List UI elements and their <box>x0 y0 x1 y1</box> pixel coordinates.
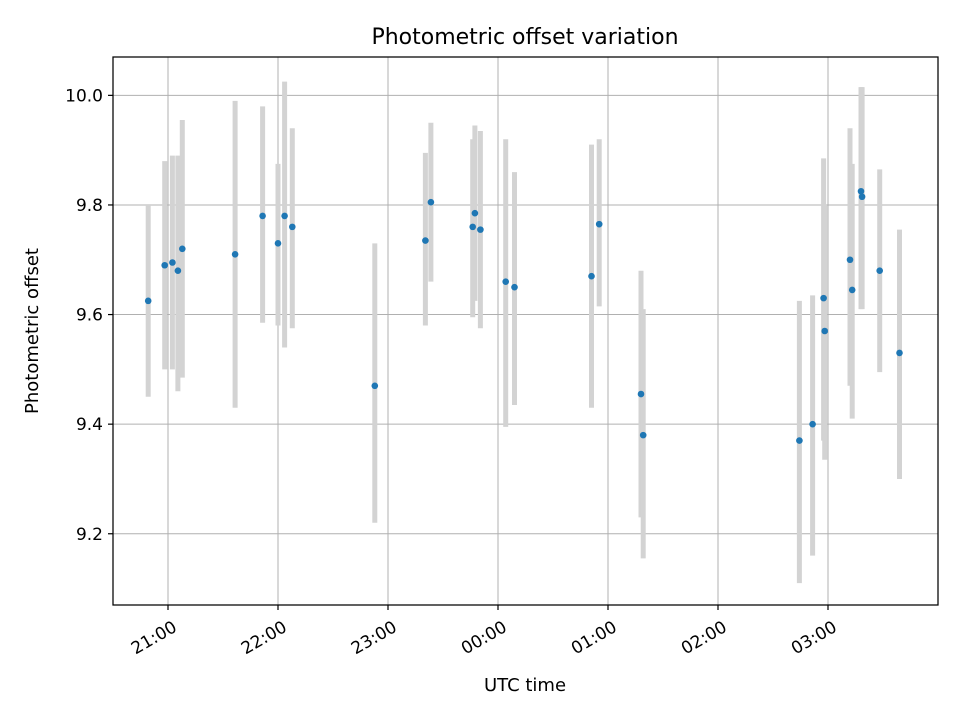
y-tick-label: 9.2 <box>76 525 103 545</box>
data-point <box>471 209 479 217</box>
y-tick-label: 9.4 <box>76 415 103 435</box>
chart-title: Photometric offset variation <box>371 25 678 50</box>
data-point <box>502 278 510 285</box>
data-point <box>427 198 435 206</box>
data-point <box>896 349 903 357</box>
data-point <box>821 327 828 335</box>
data-point <box>289 223 296 231</box>
y-tick-label: 9.8 <box>76 196 103 216</box>
data-point <box>144 297 152 305</box>
data-point <box>231 250 239 258</box>
y-tick-label: 9.6 <box>76 306 103 326</box>
data-point <box>259 212 266 220</box>
data-point <box>595 220 603 228</box>
data-point <box>588 272 595 280</box>
data-point <box>274 240 282 247</box>
data-point <box>639 431 647 439</box>
data-point <box>858 193 866 201</box>
data-point <box>796 437 803 444</box>
data-point <box>809 420 816 428</box>
data-point <box>857 187 865 195</box>
y-axis-ticks: 9.2 9.4 9.6 9.8 10.0 <box>65 86 113 545</box>
y-tick-label: 10.0 <box>65 86 103 106</box>
data-point <box>281 212 288 220</box>
data-point <box>169 259 176 266</box>
data-point <box>876 267 883 275</box>
data-point <box>174 267 182 275</box>
data-point <box>848 286 856 294</box>
plot-frame <box>112 56 939 606</box>
data-point <box>846 256 854 264</box>
data-point <box>422 237 429 244</box>
data-points <box>144 187 903 444</box>
data-point <box>179 245 186 253</box>
data-point <box>371 382 379 390</box>
data-point <box>469 223 477 231</box>
data-point <box>637 390 645 398</box>
data-point <box>820 294 827 302</box>
x-axis-label: UTC time <box>484 675 566 696</box>
data-point <box>511 283 518 291</box>
data-point <box>477 226 484 233</box>
data-point <box>161 261 168 269</box>
y-axis-label: Photometric offset <box>22 248 43 414</box>
